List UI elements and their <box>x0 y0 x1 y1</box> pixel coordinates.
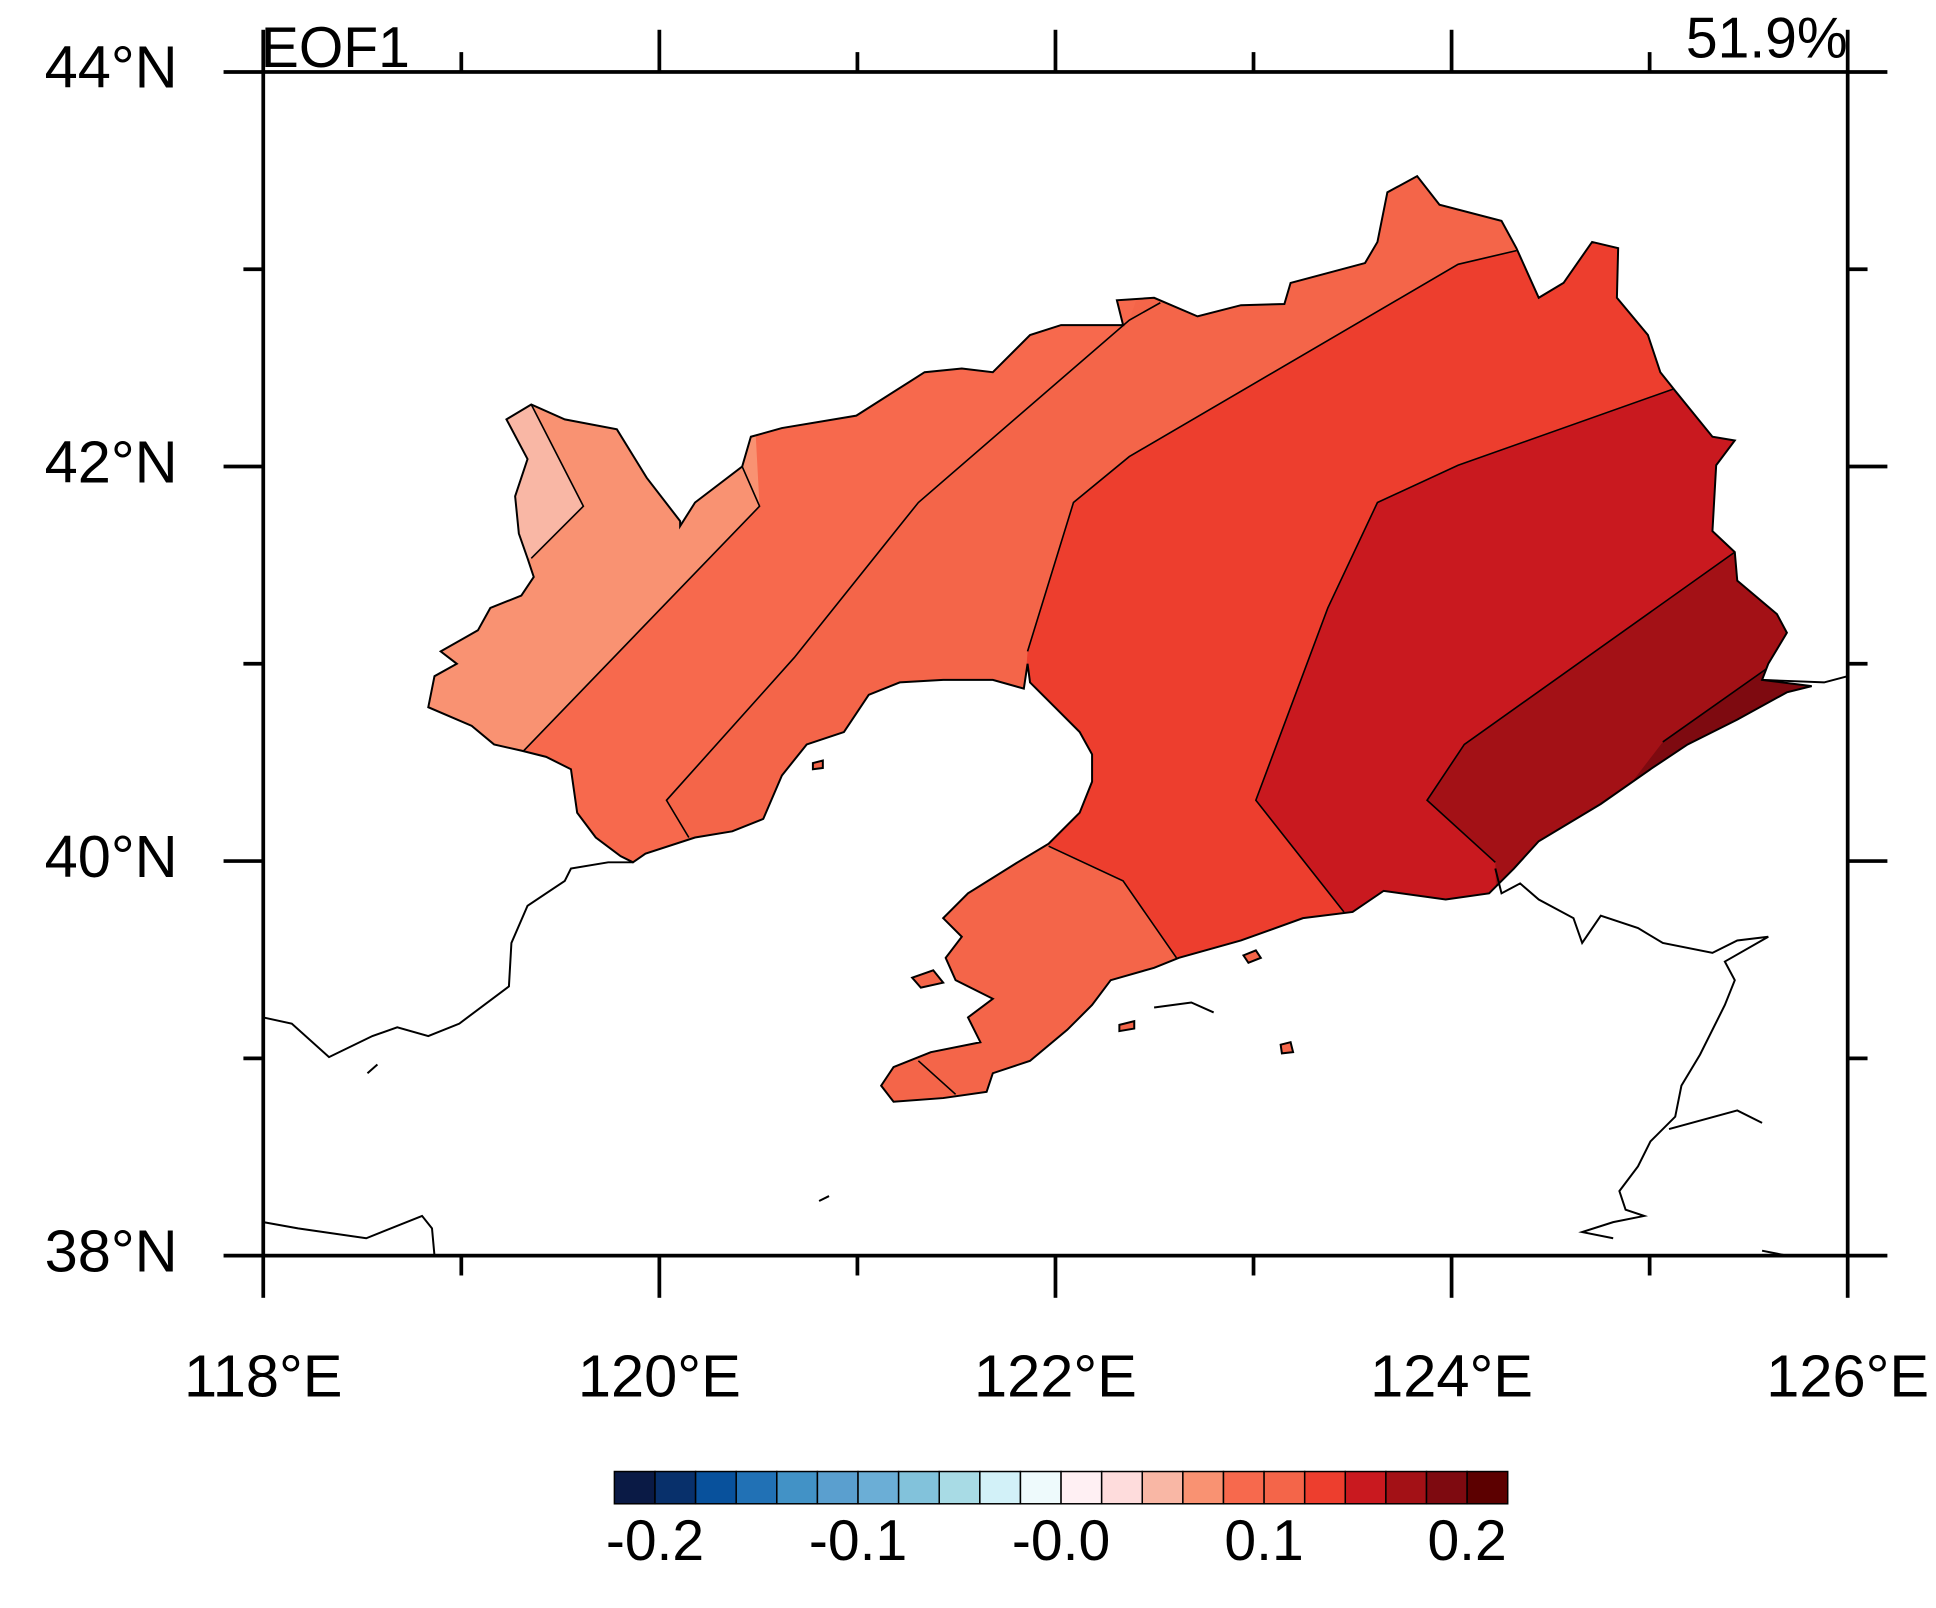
contour-line <box>1662 666 1769 743</box>
colorbar-box <box>938 1470 981 1505</box>
contour-line <box>1026 249 1517 652</box>
colorbar-box <box>1425 1470 1468 1505</box>
y-tick-label: 40°N <box>45 823 178 890</box>
colorbar-box <box>1100 1470 1144 1505</box>
colorbar-box <box>857 1470 900 1505</box>
colorbar-box <box>1466 1470 1509 1505</box>
map-title: EOF1 <box>261 16 410 80</box>
island <box>1241 949 1263 965</box>
colorbar-box <box>1019 1470 1062 1505</box>
colorbar-box <box>897 1470 940 1505</box>
island <box>910 969 945 989</box>
island <box>1118 1019 1136 1033</box>
contour-line <box>1254 387 1676 913</box>
colorbar-box <box>1141 1470 1184 1505</box>
colorbar: -0.2 -0.1 -0.0 0.1 0.2 <box>606 1470 1509 1573</box>
colorbar-box <box>694 1470 737 1505</box>
colorbar-box <box>1263 1470 1306 1505</box>
y-tick-label: 42°N <box>45 428 178 495</box>
colorbar-box <box>776 1470 819 1505</box>
axes: 118°E 120°E 122°E 124°E 126°E 38°N 40°N 42°N 44°… <box>45 29 1929 1410</box>
colorbar-box <box>735 1470 778 1505</box>
variance-annotation: 51.9% <box>1686 6 1848 70</box>
coastline <box>1153 1001 1215 1014</box>
x-tick-label: 120°E <box>578 1343 741 1410</box>
coastline <box>1762 675 1848 684</box>
x-tick-label: 124°E <box>1370 1343 1533 1410</box>
contour-lines <box>520 249 1769 1095</box>
contour-line <box>1048 845 1178 959</box>
x-tick-label: 122°E <box>974 1343 1137 1410</box>
coastline <box>818 1195 830 1202</box>
coastline <box>263 861 633 1059</box>
contour-line <box>1426 551 1736 863</box>
colorbar-label: -0.1 <box>809 1509 907 1573</box>
contour-line <box>665 302 1161 838</box>
island <box>1279 1041 1295 1055</box>
colorbar-box <box>1222 1470 1265 1505</box>
island <box>811 759 824 771</box>
colorbar-box <box>1344 1470 1387 1505</box>
colorbar-box <box>1182 1470 1225 1505</box>
colorbar-label: -0.2 <box>606 1509 704 1573</box>
coastlines <box>263 675 1848 1256</box>
colorbar-box <box>654 1470 697 1505</box>
coastline <box>366 1063 379 1074</box>
colorbar-box <box>1060 1470 1103 1505</box>
colorbar-label: 0.1 <box>1224 1509 1303 1573</box>
coastline <box>1494 868 1769 1240</box>
x-tick-label: 118°E <box>184 1343 342 1410</box>
colorbar-box <box>613 1470 656 1505</box>
colorbar-box <box>816 1470 859 1505</box>
contour-line <box>917 1060 957 1095</box>
x-tick-label: 126°E <box>1766 1343 1929 1410</box>
colorbar-label: -0.0 <box>1012 1509 1110 1573</box>
colorbar-box <box>1303 1470 1347 1505</box>
contour-line <box>520 466 761 754</box>
coastline <box>1668 1109 1763 1131</box>
y-tick-label: 38°N <box>45 1217 178 1284</box>
colorbar-box <box>1385 1470 1428 1505</box>
y-tick-label: 44°N <box>45 34 178 101</box>
contour-line <box>530 404 585 559</box>
colorbar-label: 0.2 <box>1427 1509 1506 1573</box>
colorbar-box <box>979 1470 1022 1505</box>
coastline <box>263 1214 436 1256</box>
